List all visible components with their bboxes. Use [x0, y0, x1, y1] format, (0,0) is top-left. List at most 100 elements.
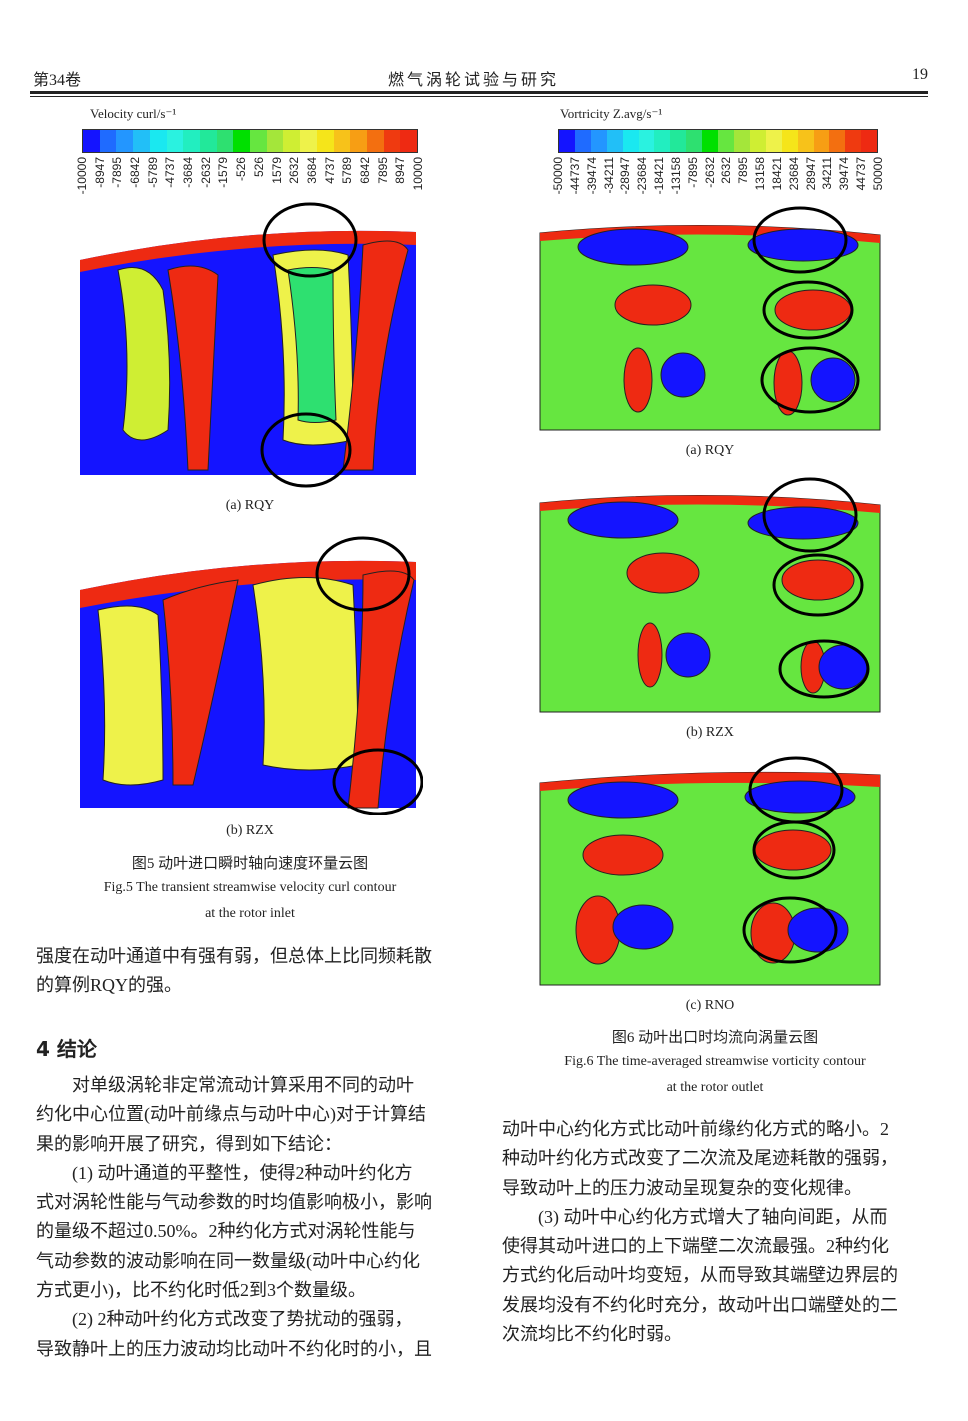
colorbar-tick-label: -44737 — [567, 157, 582, 195]
colorbar-tick-label: 23684 — [786, 157, 801, 191]
fig6-caption-cn: 图6 动叶出口时均流向涡量云图 — [611, 1030, 819, 1046]
colorbar-tick-label: -39474 — [584, 157, 599, 195]
fig5b-contour-plot — [80, 536, 423, 815]
fig6b-label: (b) RZX — [686, 725, 734, 740]
text-line: (1) 动叶通道的平整性，使得2种动叶约化方 — [72, 1162, 413, 1183]
header-rule — [30, 91, 928, 94]
fig5-colorbar-title: Velocity curl/s⁻¹ — [90, 106, 177, 121]
colorbar-swatch — [797, 130, 814, 152]
colorbar-tick-label: 39474 — [837, 157, 852, 191]
colorbar-tick-label: 7895 — [736, 157, 751, 184]
fig6-caption-en-2: at the rotor outlet — [666, 1080, 764, 1095]
colorbar-swatch — [400, 130, 418, 152]
text-line: 发展均没有不约化时充分，故动叶出口端壁处的二 — [502, 1294, 898, 1315]
text-line: 气动参数的波动影响在同一数量级(动叶中心约化 — [36, 1250, 420, 1271]
colorbar-tick-label: -2632 — [702, 157, 717, 188]
colorbar-tick-label: 34211 — [820, 157, 835, 190]
text-line: 的算例RQY的强。 — [36, 975, 183, 996]
colorbar-tick-label: -3684 — [181, 157, 196, 188]
text-line: (2) 2种动叶约化方式改变了势扰动的强弱， — [72, 1309, 413, 1330]
fig5b-label: (b) RZX — [226, 823, 274, 838]
colorbar-swatch — [350, 130, 367, 152]
colorbar-swatch — [781, 130, 798, 152]
text-line: 导致静叶上的压力波动均比动叶不约化时的小，且 — [36, 1338, 432, 1359]
colorbar-swatch — [116, 130, 134, 152]
colorbar-swatch — [749, 130, 766, 152]
colorbar-swatch — [574, 130, 591, 152]
colorbar-swatch — [638, 130, 655, 152]
colorbar-tick-label: -50000 — [551, 157, 565, 195]
colorbar-swatch — [718, 130, 734, 152]
colorbar-tick-label: -28947 — [618, 157, 633, 195]
fig5-colorbar: -10000 -8947 -7895 -6842 -5789 -4737 -3684 -263… — [75, 129, 425, 203]
left-text-continuation: 强度在动叶通道中有强有弱，但总体上比同频耗散 的算例RQY的强。 — [36, 942, 432, 1001]
fig6c-label: (c) RNO — [685, 998, 735, 1013]
colorbar-swatch — [216, 130, 234, 152]
fig6a-label: (a) RQY — [685, 443, 735, 458]
colorbar-tick-label: 28947 — [803, 157, 818, 191]
colorbar-swatch — [590, 130, 607, 152]
colorbar-swatch — [383, 130, 401, 152]
section-heading: 4 结论 — [36, 1037, 97, 1061]
text-line: 动叶中心约化方式比动叶前缘约化方式的略小。2 — [502, 1119, 889, 1139]
colorbar-swatch — [670, 130, 687, 152]
text-line: 的量级不超过0.50%。2种约化方式对涡轮性能与 — [36, 1221, 416, 1242]
colorbar-tick-label: -5789 — [145, 157, 160, 188]
colorbar-tick-label: -2632 — [198, 157, 213, 188]
colorbar-tick-label: 2632 — [287, 157, 302, 184]
colorbar-tick-label: 3684 — [304, 157, 319, 184]
colorbar-tick-label: 7895 — [375, 157, 390, 184]
colorbar-tick-label: 4737 — [322, 157, 337, 184]
colorbar-swatch — [166, 130, 184, 152]
colorbar-swatch — [861, 130, 878, 152]
colorbar-swatch — [99, 130, 117, 152]
colorbar-swatch — [654, 130, 671, 152]
text-line: 式对涡轮性能与气动参数的时均值影响极小，影响 — [36, 1192, 432, 1213]
text-line: 使得其动叶进口的上下端壁二次流最强。2种约化 — [502, 1236, 889, 1257]
colorbar-swatch — [686, 130, 703, 152]
colorbar-swatch — [606, 130, 623, 152]
colorbar-swatch — [316, 130, 334, 152]
colorbar-swatch — [199, 130, 217, 152]
journal-title: 燃气涡轮试验与研究 — [388, 72, 560, 89]
colorbar-tick-label: 6842 — [357, 157, 372, 184]
colorbar-tick-label: 5789 — [340, 157, 355, 184]
header-rule-thin — [30, 96, 928, 97]
fig5-caption-cn: 图5 动叶进口瞬时轴向速度环量云图 — [131, 856, 369, 872]
text-line: 方式约化后动叶均变短，从而导致其端壁边界层的 — [502, 1265, 898, 1286]
colorbar-swatch — [83, 130, 100, 152]
text-line: 强度在动叶通道中有强有弱，但总体上比同频耗散 — [36, 946, 432, 966]
colorbar-swatch — [283, 130, 301, 152]
colorbar-tick-label: 8947 — [393, 157, 408, 184]
fig5-caption-en: Fig.5 The transient streamwise velocity … — [103, 880, 397, 895]
colorbar-swatch — [765, 130, 782, 152]
right-column-text: 动叶中心约化方式比动叶前缘约化方式的略小。2 种动叶约化方式改变了二次流及尾迹耗散… — [502, 1115, 898, 1349]
fig6a-contour-plot — [539, 206, 881, 431]
colorbar-swatch — [133, 130, 150, 152]
fig5a-contour-plot — [80, 202, 416, 488]
volume-label: 第34卷 — [33, 72, 82, 89]
page-number: 19 — [912, 66, 928, 83]
colorbar-swatch — [250, 130, 267, 152]
colorbar-tick-label: -18421 — [652, 157, 667, 195]
colorbar-swatch — [183, 130, 200, 152]
colorbar-swatch — [300, 130, 317, 152]
colorbar-tick-label: -1579 — [216, 157, 231, 188]
colorbar-swatch — [149, 130, 167, 152]
colorbar-swatch — [622, 130, 639, 152]
fig6-colorbar-title: Vortricity Z.avg/s⁻¹ — [560, 106, 663, 121]
colorbar-swatch — [845, 130, 862, 152]
colorbar-swatch — [559, 130, 575, 152]
text-line: (3) 动叶中心约化方式增大了轴向间距，从而 — [538, 1206, 888, 1227]
colorbar-tick-label: -7895 — [685, 157, 700, 188]
colorbar-swatch — [733, 130, 750, 152]
colorbar-tick-label: -23684 — [635, 157, 650, 195]
colorbar-swatch — [333, 130, 351, 152]
colorbar-tick-label: -7895 — [110, 157, 125, 188]
colorbar-tick-label: 18421 — [769, 157, 784, 191]
colorbar-tick-label: -6842 — [128, 157, 143, 188]
colorbar-swatch — [702, 130, 719, 152]
colorbar-tick-label: -526 — [234, 157, 249, 182]
text-line: 约化中心位置(动叶前缘点与动叶中心)对于计算结 — [36, 1104, 426, 1125]
colorbar-swatch — [233, 130, 251, 152]
